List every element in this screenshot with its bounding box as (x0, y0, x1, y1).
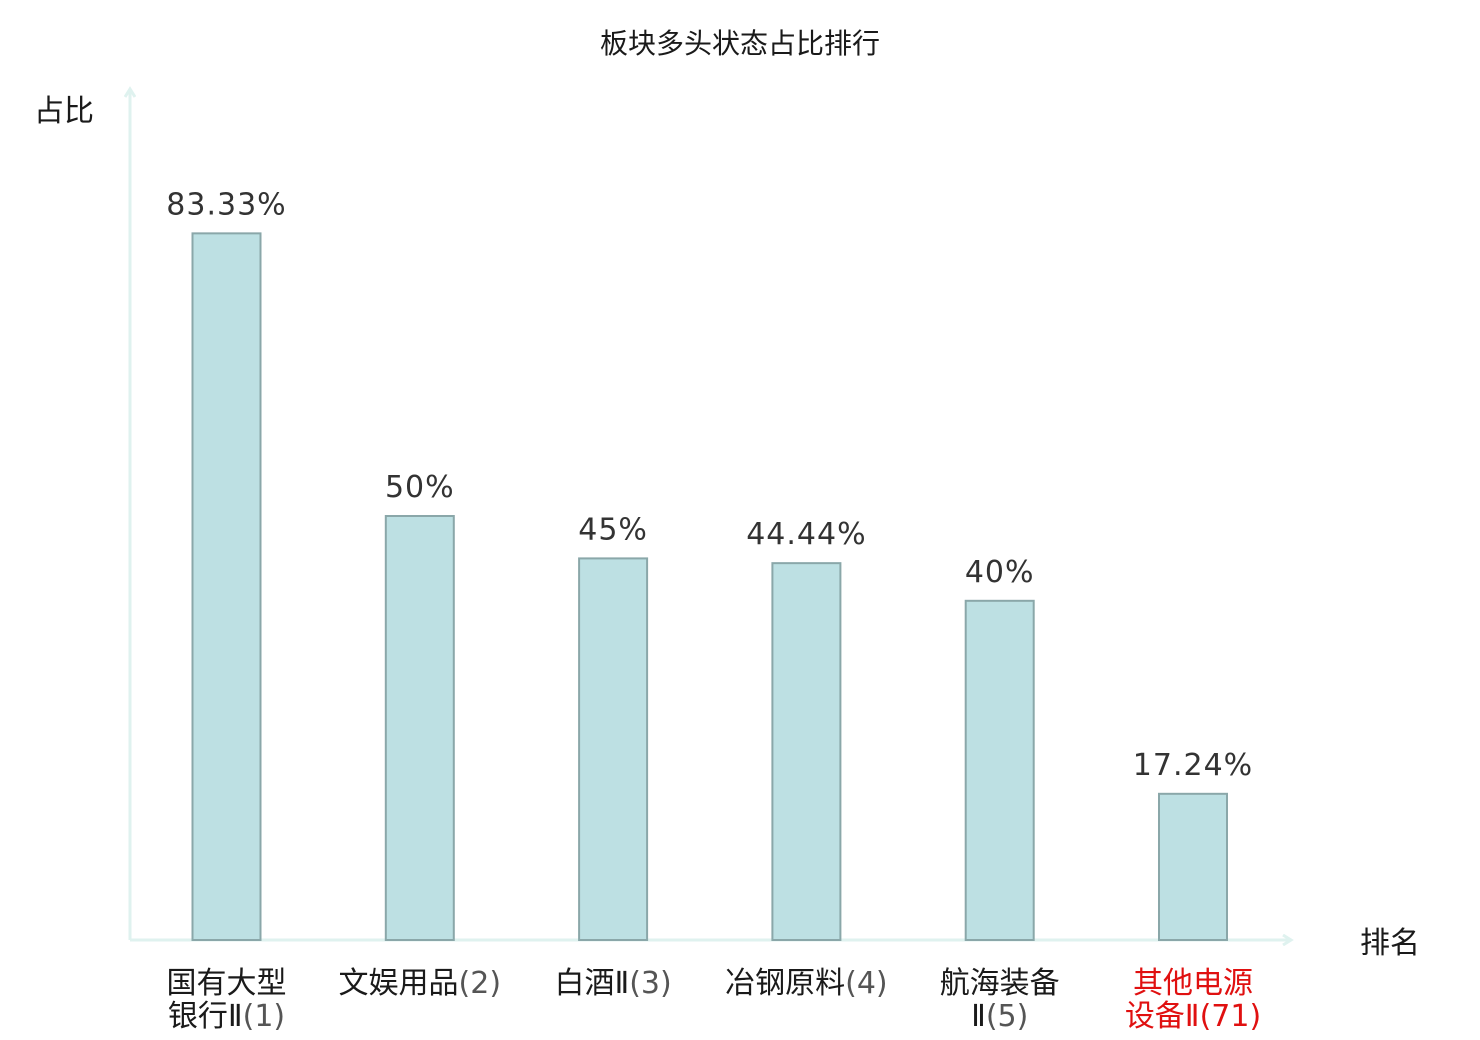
category-label: 冶钢原料(4) (725, 966, 888, 1001)
bar-value-label: 44.44% (746, 517, 866, 552)
category-rank: (3) (629, 966, 672, 1001)
category-label-line: 设备Ⅱ(71) (1125, 999, 1261, 1034)
category-label-line: 航海装备 (940, 966, 1060, 1001)
bar (1158, 792, 1228, 942)
bar (771, 562, 842, 941)
category-label-line: 其他电源 (1133, 966, 1253, 1001)
category-label: 文娱用品(2) (339, 966, 502, 1001)
bar (191, 232, 262, 942)
y-axis-label: 占比 (34, 94, 94, 129)
category-label-line: 白酒Ⅱ(3) (554, 966, 671, 1001)
category-rank: (5) (986, 999, 1029, 1034)
bar-value-label: 40% (965, 555, 1035, 590)
bar-value-label: 83.33% (166, 187, 286, 222)
category-label-line: 文娱用品(2) (339, 966, 502, 1001)
category-rank: (71) (1200, 999, 1262, 1034)
bar-value-label: 45% (578, 512, 648, 547)
category-label-line: 银行Ⅱ(1) (168, 999, 285, 1034)
value-labels-group: 83.33% 50% 45% 44.44% 40% 17.24% (166, 187, 1253, 783)
category-label: 白酒Ⅱ(3) (554, 966, 671, 1001)
category-label-line: 国有大型 (167, 966, 287, 1001)
bar-value-label: 50% (385, 470, 455, 505)
bars-group (191, 232, 1228, 942)
bar-value-label: 17.24% (1133, 748, 1253, 783)
x-axis-label: 排名 (1360, 926, 1420, 961)
bar (578, 557, 649, 942)
category-rank: (2) (459, 966, 502, 1001)
category-label-line: Ⅱ(5) (971, 999, 1028, 1034)
category-rank: (1) (243, 999, 286, 1034)
category-rank: (4) (845, 966, 888, 1001)
bar (964, 599, 1035, 941)
chart-title: 板块多头状态占比排行 (600, 27, 880, 60)
category-label-line: 冶钢原料(4) (725, 966, 888, 1001)
bar (384, 515, 455, 941)
